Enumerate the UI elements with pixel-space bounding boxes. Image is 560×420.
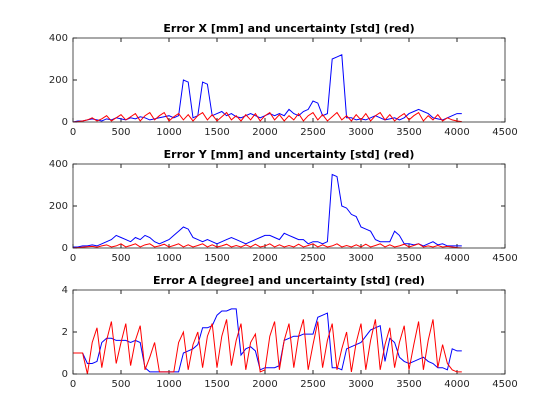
axes-frame (72, 289, 506, 375)
x-tick-label: 0 (70, 379, 76, 390)
axes (73, 164, 505, 248)
chart-title: Error A [degree] and uncertainty [std] (… (153, 274, 425, 287)
x-tick-label: 1000 (156, 127, 181, 138)
x-tick-label: 4000 (444, 127, 469, 138)
y-tick-label: 0 (62, 369, 68, 380)
x-tick-label: 4000 (444, 379, 469, 390)
y-tick-label: 2 (62, 327, 68, 338)
data-line (73, 173, 462, 248)
y-tick-label: 200 (49, 75, 68, 86)
x-tick-label: 0 (70, 253, 76, 264)
x-tick-label: 500 (111, 253, 130, 264)
axes-frame (72, 37, 506, 123)
data-line (72, 111, 462, 123)
x-tick-label: 3500 (396, 253, 421, 264)
x-tick-label: 2500 (300, 379, 325, 390)
x-tick-label: 1500 (204, 253, 229, 264)
x-tick-label: 2000 (252, 379, 277, 390)
y-tick-label: 0 (62, 243, 68, 254)
data-line (73, 308, 462, 373)
x-tick-label: 1500 (204, 127, 229, 138)
x-tick-label: 4500 (492, 253, 517, 264)
x-tick-label: 2000 (252, 127, 277, 138)
axes (73, 290, 505, 374)
x-tick-label: 2000 (252, 253, 277, 264)
x-tick-label: 3500 (396, 127, 421, 138)
x-tick-label: 2500 (300, 253, 325, 264)
data-line (73, 319, 462, 375)
x-tick-label: 1000 (156, 379, 181, 390)
y-tick-label: 400 (49, 33, 68, 44)
x-tick-label: 3000 (348, 379, 373, 390)
chart-title: Error X [mm] and uncertainty [std] (red) (163, 22, 414, 35)
chart-title: Error Y [mm] and uncertainty [std] (red) (164, 148, 415, 161)
y-tick-label: 200 (49, 201, 68, 212)
x-tick-label: 2500 (300, 127, 325, 138)
x-tick-label: 500 (111, 127, 130, 138)
x-tick-label: 500 (111, 379, 130, 390)
axes (73, 38, 505, 122)
x-tick-label: 0 (70, 127, 76, 138)
x-tick-label: 3500 (396, 379, 421, 390)
x-tick-label: 1500 (204, 379, 229, 390)
x-tick-label: 4000 (444, 253, 469, 264)
axes-frame (72, 163, 506, 249)
y-tick-label: 0 (62, 117, 68, 128)
data-line (72, 243, 462, 249)
y-tick-label: 4 (62, 285, 68, 296)
x-tick-label: 4500 (492, 379, 517, 390)
x-tick-label: 1000 (156, 253, 181, 264)
x-tick-label: 3000 (348, 127, 373, 138)
x-tick-label: 4500 (492, 127, 517, 138)
x-tick-label: 3000 (348, 253, 373, 264)
y-tick-label: 400 (49, 159, 68, 170)
